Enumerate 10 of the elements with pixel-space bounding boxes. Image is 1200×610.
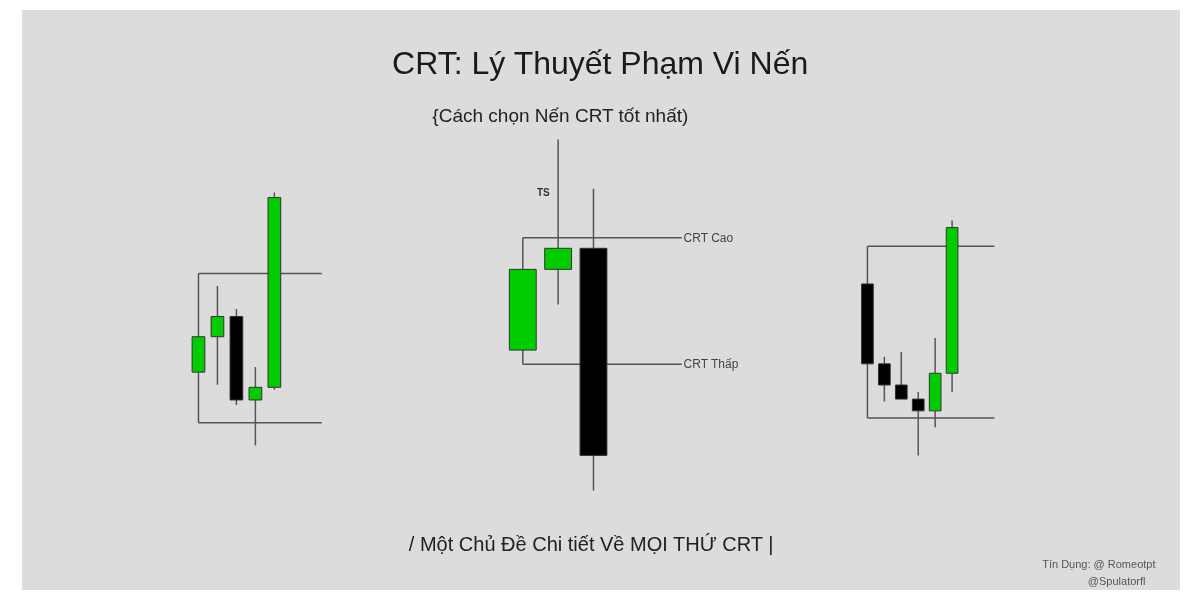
text: {Cách chọn Nến CRT tốt nhất) bbox=[432, 105, 689, 126]
text: / Một Chủ Đề Chi tiết Về MỌI THỨ CRT | bbox=[408, 532, 774, 555]
text: @Spulatorfl bbox=[1087, 574, 1146, 587]
text: CRT: Lý Thuyết Phạm Vi Nến bbox=[392, 44, 809, 81]
ref-line-label: CRT Thấp bbox=[683, 357, 739, 372]
candlestick bbox=[210, 285, 225, 386]
text: Tín Dụng: @ Romeotpt bbox=[1042, 557, 1156, 570]
candlestick bbox=[894, 351, 908, 400]
annotation: TS bbox=[536, 186, 550, 198]
ref-line-label: CRT Cao bbox=[683, 230, 734, 245]
